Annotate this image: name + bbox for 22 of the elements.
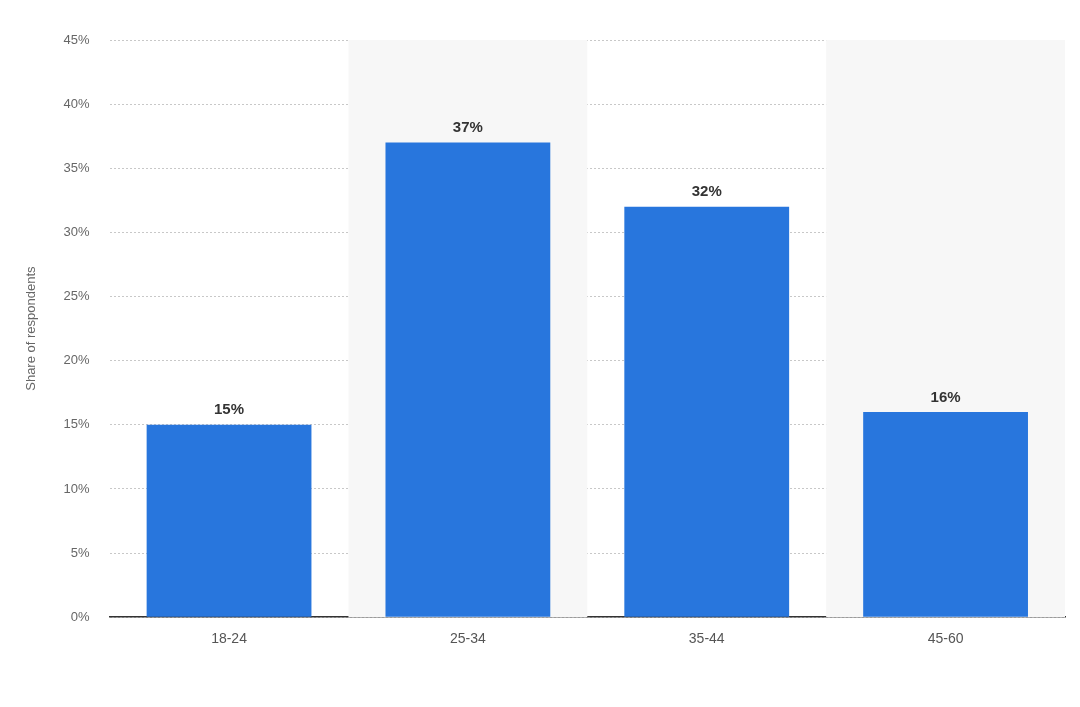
y-axis-title: Share of respondents: [23, 265, 39, 391]
y-tick-label: 20%: [63, 352, 91, 368]
x-tick-label: 45-60: [927, 630, 964, 647]
y-tick-label: 25%: [63, 288, 91, 304]
x-tick-label: 35-44: [688, 630, 725, 647]
bar: [863, 411, 1028, 617]
y-tick-label: 40%: [63, 95, 91, 111]
y-tick-label: 0%: [70, 608, 91, 624]
y-tick-label: 45%: [63, 31, 91, 47]
bar: [624, 206, 790, 617]
y-tick-label: 15%: [63, 416, 91, 432]
x-tick-label: 18-24: [211, 630, 248, 647]
y-tick-label: 35%: [63, 159, 91, 175]
bar: [146, 424, 312, 617]
x-tick-label: 25-34: [449, 630, 486, 647]
y-tick-label: 30%: [63, 223, 91, 239]
y-tick-label: 5%: [70, 544, 91, 560]
data-label: 37%: [452, 118, 483, 136]
data-label: 15%: [214, 400, 245, 418]
data-label: 16%: [930, 387, 961, 405]
y-tick-label: 10%: [63, 480, 91, 496]
data-label: 32%: [691, 182, 722, 200]
